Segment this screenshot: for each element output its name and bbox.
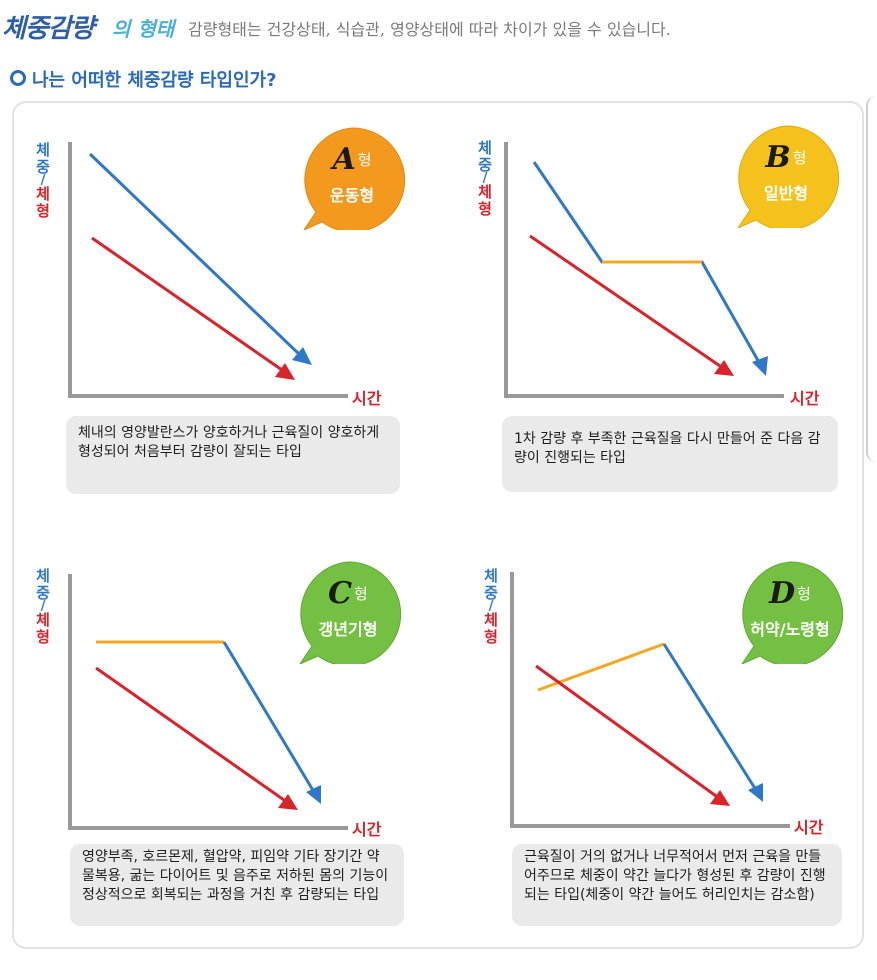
type-letter: D — [769, 576, 796, 611]
type-b-description: 1차 감량 후 부족한 근육질을 다시 만들어 준 다음 감량이 진행되는 타입 — [502, 416, 838, 492]
type-name: 일반형 — [763, 184, 809, 203]
weight-arrowhead — [306, 785, 321, 804]
type-b-chart — [504, 142, 784, 398]
type-letter: A — [332, 142, 356, 177]
type-c-description: 영양부족, 호르몬제, 혈압약, 피임약 기타 장기간 약물복용, 굶는 다이어… — [70, 844, 404, 926]
type-d-chart — [510, 572, 790, 828]
type-a-description: 체내의 영양발란스가 양호하거나 근육질이 양호하게 형성되어 처음부터 감량이… — [66, 416, 400, 494]
shape-arrowhead — [278, 794, 298, 810]
weight-arrowhead — [748, 783, 763, 802]
gain-line — [537, 642, 665, 692]
type-letter: B — [765, 140, 791, 175]
shape-arrowhead — [710, 790, 730, 806]
weight-trend-line — [222, 641, 316, 793]
question-text: 나는 어떠한 체중감량 타입인가? — [32, 70, 277, 91]
page-title: 체중감량 — [2, 14, 95, 44]
type-c-chart — [68, 574, 348, 830]
axes — [68, 574, 348, 830]
y-axis-label: 체중 / 체형 — [36, 141, 50, 220]
x-axis-label: 시간 — [352, 389, 382, 408]
bullet-circle-icon — [10, 70, 26, 86]
axes — [68, 142, 348, 398]
axes — [504, 142, 784, 398]
x-axis-label: 시간 — [352, 820, 382, 839]
type-letter: C — [328, 576, 353, 611]
shape-trend-line — [535, 664, 717, 798]
shape-trend-line — [529, 234, 721, 368]
page-description: 감량형태는 건강상태, 식습관, 영양상태에 따라 차이가 있을 수 있습니다. — [188, 20, 671, 39]
y-axis-label: 체중 / 체형 — [478, 139, 492, 218]
types-container — [12, 101, 864, 949]
shape-arrowhead — [275, 363, 295, 380]
scrollbar-edge[interactable] — [866, 96, 877, 462]
weight-trend-line — [88, 152, 302, 357]
y-axis-label: 체중 / 체형 — [484, 567, 498, 646]
weight-arrowhead — [752, 356, 768, 376]
x-axis-label: 시간 — [794, 818, 824, 837]
shape-trend-line — [91, 236, 283, 372]
page-title-suffix: 의 형태 — [112, 17, 175, 41]
type-name: 허약/노령형 — [750, 620, 830, 639]
shape-trend-line — [95, 666, 285, 802]
axes — [510, 572, 790, 828]
type-d-description: 근육질이 거의 없거나 너무적어서 먼저 근육을 만들어주므로 체중이 약간 늘… — [512, 844, 842, 926]
weight-arrowhead — [292, 347, 312, 365]
x-axis-label: 시간 — [790, 389, 820, 408]
type-name: 갱년기형 — [318, 620, 378, 639]
y-axis-label: 체중 / 체형 — [36, 567, 50, 646]
shape-arrowhead — [714, 360, 734, 376]
page-header: 체중감량 의 형태 감량형태는 건강상태, 식습관, 영양상태에 따라 차이가 … — [0, 8, 877, 44]
type-a-chart — [68, 142, 348, 398]
weight-trend-line — [662, 643, 758, 791]
type-name: 운동형 — [329, 186, 375, 205]
